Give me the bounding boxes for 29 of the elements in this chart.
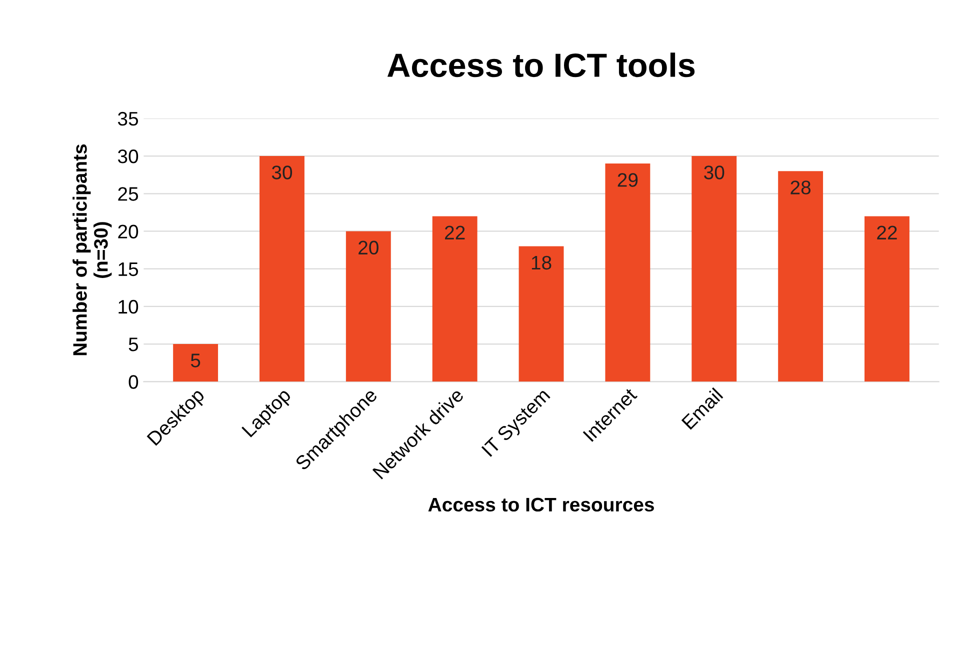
data-label: 28 (790, 180, 811, 194)
bar (692, 156, 737, 382)
y-tick-label: 20 (118, 224, 138, 238)
data-label: 30 (704, 166, 724, 180)
bar (173, 344, 218, 382)
chart-title: Access to ICT tools (387, 52, 695, 78)
y-tick-label: 0 (128, 375, 138, 389)
x-axis-title: Access to ICT resources (428, 498, 654, 512)
bar (346, 231, 391, 382)
bar (432, 216, 478, 382)
data-label: 5 (190, 354, 200, 368)
data-label: 22 (877, 226, 897, 240)
y-tick-label: 25 (118, 187, 138, 201)
data-label: 18 (532, 256, 552, 270)
y-tick-label: 30 (118, 150, 138, 164)
y-tick-label: 35 (118, 112, 138, 126)
data-label: 20 (358, 240, 378, 255)
y-tick-label: 15 (118, 262, 138, 276)
y-tick-label: 10 (118, 300, 138, 314)
bar (605, 164, 650, 382)
y-axis-title: Number of participants (n=30) (72, 144, 112, 356)
data-label: 29 (618, 173, 638, 187)
bar (518, 246, 564, 382)
bar (260, 156, 304, 382)
bar (778, 171, 824, 382)
data-label: 30 (272, 166, 292, 180)
y-tick-label: 5 (128, 338, 138, 352)
data-label: 22 (445, 226, 465, 240)
bar (864, 216, 910, 382)
